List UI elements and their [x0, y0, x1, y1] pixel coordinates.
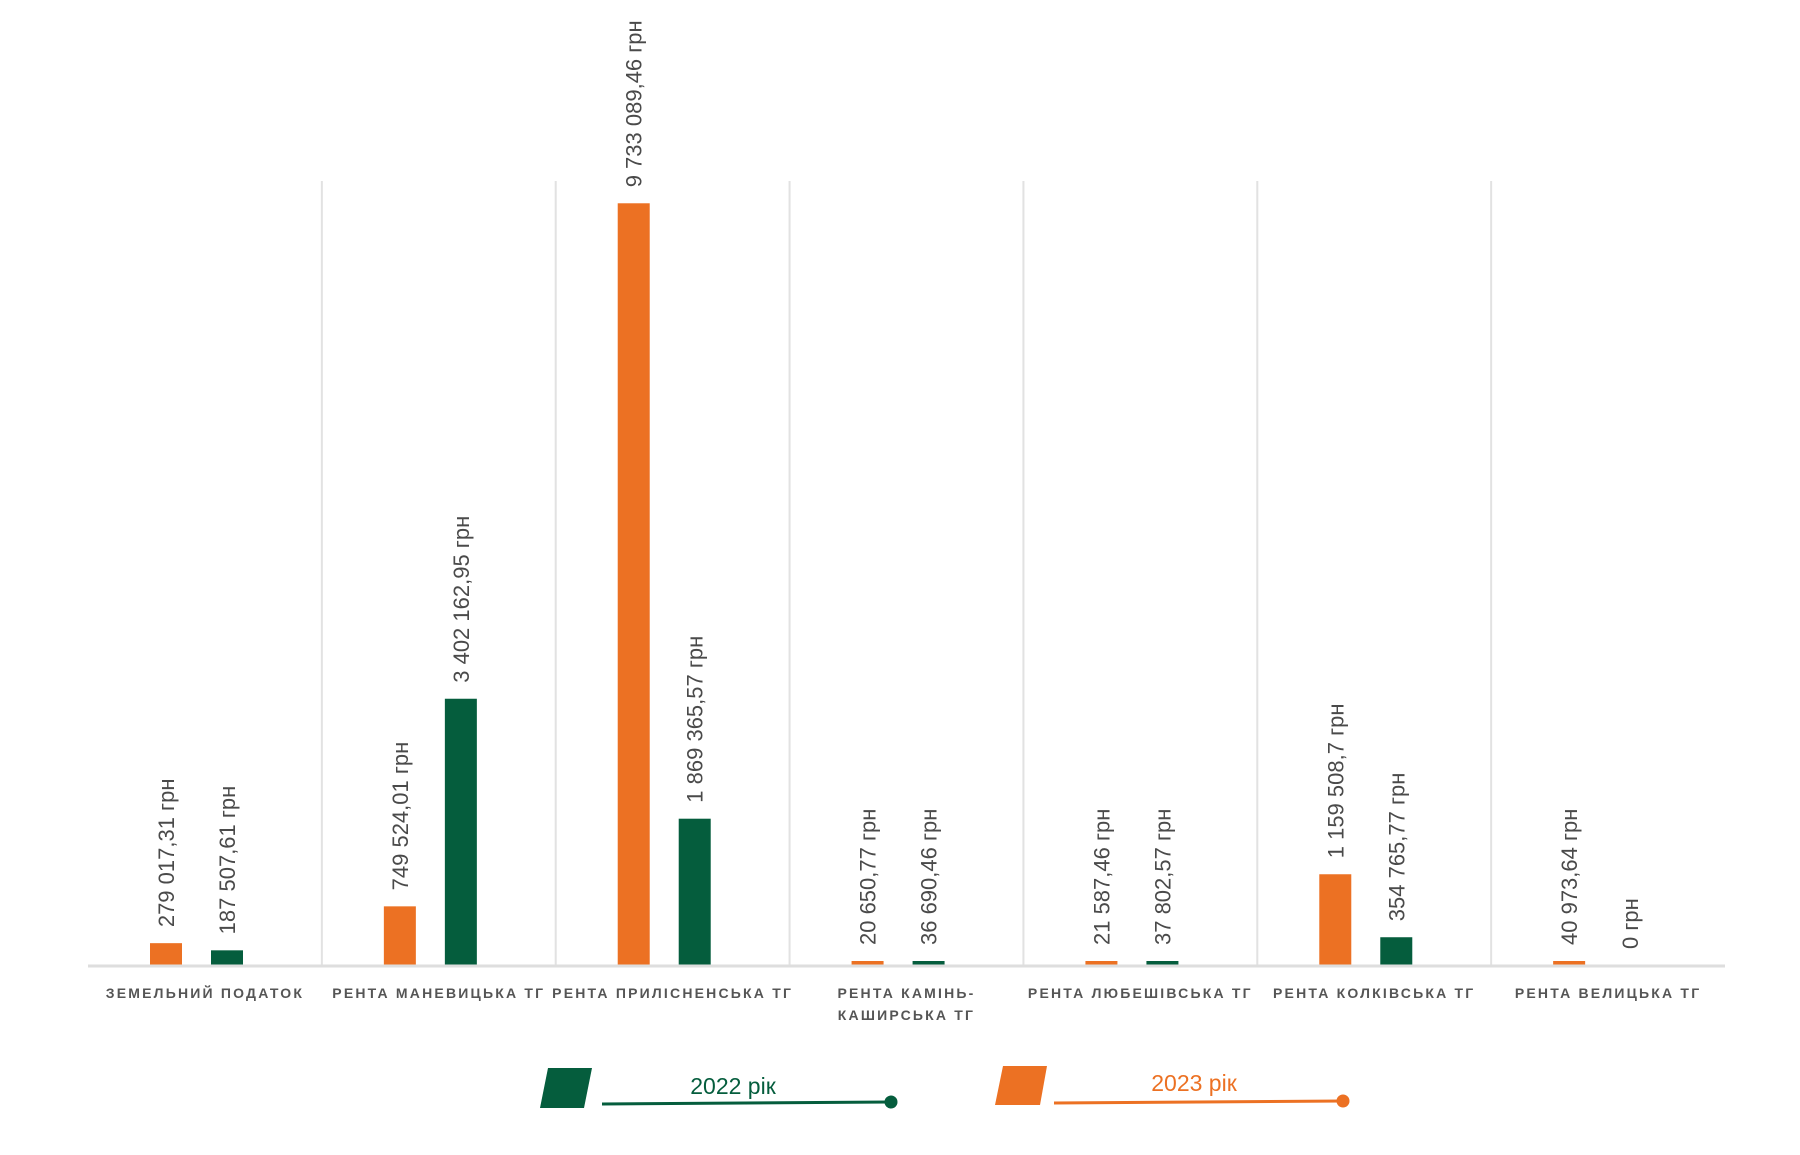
bar-2022	[444, 698, 477, 965]
legend-label-2023: 2023 рік	[1151, 1070, 1237, 1096]
value-label: 187 507,61 грн	[215, 786, 240, 935]
value-label: 1 159 508,7 грн	[1323, 704, 1348, 859]
category-label: РЕНТА ПРИЛІСНЕНСЬКА ТГ	[552, 985, 793, 1001]
bars	[150, 203, 1586, 965]
value-label: 20 650,77 грн	[856, 809, 881, 945]
value-label: 3 402 162,95 грн	[449, 516, 474, 683]
category-labels: ЗЕМЕЛЬНИЙ ПОДАТОК РЕНТА МАНЕВИЦЬКА ТГ РЕНТ…	[106, 984, 1702, 1023]
legend-swatch-2022	[540, 1068, 592, 1108]
value-label: 37 802,57 грн	[1150, 809, 1175, 945]
value-label: 9 733 089,46 грн	[622, 20, 647, 187]
bar-2023	[851, 961, 884, 965]
legend-line-2023	[1053, 1099, 1344, 1105]
bar-2023	[1085, 961, 1118, 965]
value-label: 0 грн	[1618, 898, 1643, 949]
bar-2023	[1553, 961, 1586, 965]
legend-dot-2023	[1336, 1094, 1350, 1108]
bar-2022	[211, 950, 243, 965]
category-label: ЗЕМЕЛЬНИЙ ПОДАТОК	[106, 984, 304, 1001]
value-label: 1 869 365,57 грн	[683, 636, 708, 803]
legend-label-2022: 2022 рік	[690, 1073, 776, 1099]
bar-2022	[1380, 937, 1413, 965]
bar-2023	[617, 203, 650, 965]
legend-item-2022: 2022 рік	[540, 1068, 898, 1109]
bar-2023	[150, 943, 182, 965]
category-label: РЕНТА КАМІНЬ-	[837, 985, 975, 1001]
value-label: 40 973,64 грн	[1557, 809, 1582, 945]
value-labels: 279 017,31 грн 187 507,61 грн 749 524,01 г…	[154, 20, 1643, 949]
bar-2022	[1146, 961, 1179, 965]
grid-lines	[320, 181, 1493, 965]
value-label: 354 765,77 грн	[1384, 773, 1409, 922]
bar-2022	[912, 961, 945, 965]
bar-2023	[1319, 874, 1352, 965]
bar-2023	[383, 906, 416, 965]
category-label: РЕНТА ВЕЛИЦЬКА ТГ	[1515, 985, 1702, 1001]
legend: 2022 рік 2023 рік	[540, 1066, 1350, 1109]
legend-dot-2022	[884, 1095, 898, 1109]
legend-swatch-2023	[995, 1066, 1047, 1105]
legend-item-2023: 2023 рік	[995, 1066, 1350, 1108]
value-label: 749 524,01 грн	[388, 742, 413, 891]
bar-2022	[678, 818, 711, 965]
category-label: КАШИРСЬКА ТГ	[838, 1007, 975, 1023]
category-label: РЕНТА ЛЮБЕШІВСЬКА ТГ	[1028, 985, 1253, 1001]
value-label: 279 017,31 грн	[154, 779, 179, 928]
category-label: РЕНТА КОЛКІВСЬКА ТГ	[1273, 985, 1475, 1001]
value-label: 21 587,46 грн	[1089, 809, 1114, 945]
category-label: РЕНТА МАНЕВИЦЬКА ТГ	[332, 985, 545, 1001]
legend-line-2022	[601, 1100, 892, 1106]
value-label: 36 690,46 грн	[917, 809, 942, 945]
